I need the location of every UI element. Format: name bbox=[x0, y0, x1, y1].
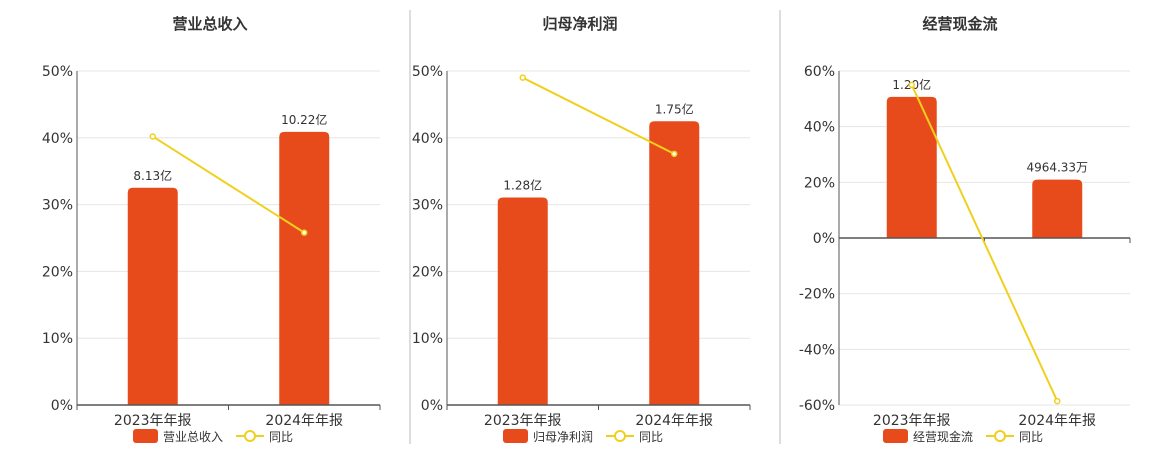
y-tick-label: 0% bbox=[51, 398, 73, 414]
bar-data-label: 1.28亿 bbox=[503, 177, 542, 192]
bar-data-label: 1.75亿 bbox=[655, 101, 694, 116]
y-tick-label: 20% bbox=[42, 264, 73, 280]
legend-bar-swatch bbox=[503, 429, 528, 443]
chart-title: 营业总收入 bbox=[172, 15, 247, 33]
y-tick-label: 10% bbox=[412, 331, 443, 347]
x-tick-label: 2023年年报 bbox=[873, 413, 951, 429]
y-tick-label: 20% bbox=[804, 175, 835, 191]
yoy-point bbox=[671, 150, 678, 158]
y-tick-label: 60% bbox=[804, 64, 835, 80]
y-tick-label: 50% bbox=[42, 64, 73, 80]
legend-line-label: 同比 bbox=[639, 430, 663, 444]
y-tick-label: 30% bbox=[412, 198, 443, 214]
chart-panel-2: 归母净利润 0% 10% 20% 30% 40% 50% 1.28亿 2023年年报 1.75亿 2… bbox=[412, 15, 751, 444]
legend-line-marker bbox=[994, 430, 1006, 442]
x-tick-label: 2023年年报 bbox=[114, 413, 192, 429]
bar-data-label: 8.13亿 bbox=[133, 168, 172, 183]
legend-line-label: 同比 bbox=[269, 430, 293, 444]
y-tick-label: 10% bbox=[42, 331, 73, 347]
x-tick-label: 2024年年报 bbox=[635, 413, 713, 429]
legend-bar-swatch bbox=[133, 429, 158, 443]
legend-bar-label: 经营现金流 bbox=[913, 429, 973, 444]
legend-line-label: 同比 bbox=[1019, 430, 1043, 444]
bar bbox=[497, 197, 548, 405]
y-tick-label: 30% bbox=[42, 198, 73, 214]
chart-title: 归母净利润 bbox=[542, 15, 617, 33]
chart-panel-3: 经营现金流-60%-40%-20%0%20%40%60%1.20亿2023年年报… bbox=[799, 15, 1131, 444]
yoy-point bbox=[149, 133, 156, 140]
y-tick-label: -60% bbox=[799, 398, 835, 414]
y-tick-label: 40% bbox=[42, 131, 73, 147]
legend-bar-label: 营业总收入 bbox=[163, 430, 223, 444]
y-tick-label: 40% bbox=[804, 120, 835, 136]
y-tick-label: 20% bbox=[412, 264, 443, 280]
x-tick-label: 2024年年报 bbox=[1018, 413, 1096, 429]
bar bbox=[649, 121, 700, 405]
yoy-point bbox=[908, 81, 915, 89]
yoy-point bbox=[301, 229, 308, 236]
bar-data-label: 4964.33万 bbox=[1026, 161, 1088, 175]
yoy-line bbox=[522, 76, 675, 155]
chart-title: 经营现金流 bbox=[922, 15, 997, 33]
y-tick-label: -20% bbox=[799, 287, 835, 303]
x-tick-label: 2024年年报 bbox=[265, 413, 343, 429]
bar bbox=[1032, 179, 1083, 238]
bar bbox=[886, 96, 937, 239]
bar bbox=[279, 131, 330, 405]
yoy-point bbox=[1054, 397, 1061, 405]
bar-data-label: 10.22亿 bbox=[281, 112, 327, 127]
y-tick-label: 0% bbox=[421, 398, 443, 414]
legend-bar-swatch bbox=[883, 429, 908, 443]
legend-line-marker bbox=[244, 430, 256, 442]
yoy-line bbox=[152, 135, 305, 234]
x-tick-label: 2023年年报 bbox=[484, 413, 562, 429]
y-tick-label: 0% bbox=[813, 231, 835, 247]
legend-bar-label: 归母净利润 bbox=[533, 430, 593, 444]
yoy-line bbox=[910, 84, 1059, 402]
y-tick-label: -40% bbox=[799, 342, 835, 358]
legend-line-marker bbox=[614, 430, 626, 442]
y-tick-label: 50% bbox=[412, 64, 443, 80]
y-tick-label: 40% bbox=[412, 131, 443, 147]
yoy-point bbox=[519, 74, 526, 81]
bar bbox=[127, 187, 178, 405]
chart-panel-1: 营业总收入 0% 10% 20% 30% 40% 50% 8.13亿 2023年年报 10.22亿… bbox=[42, 15, 381, 444]
